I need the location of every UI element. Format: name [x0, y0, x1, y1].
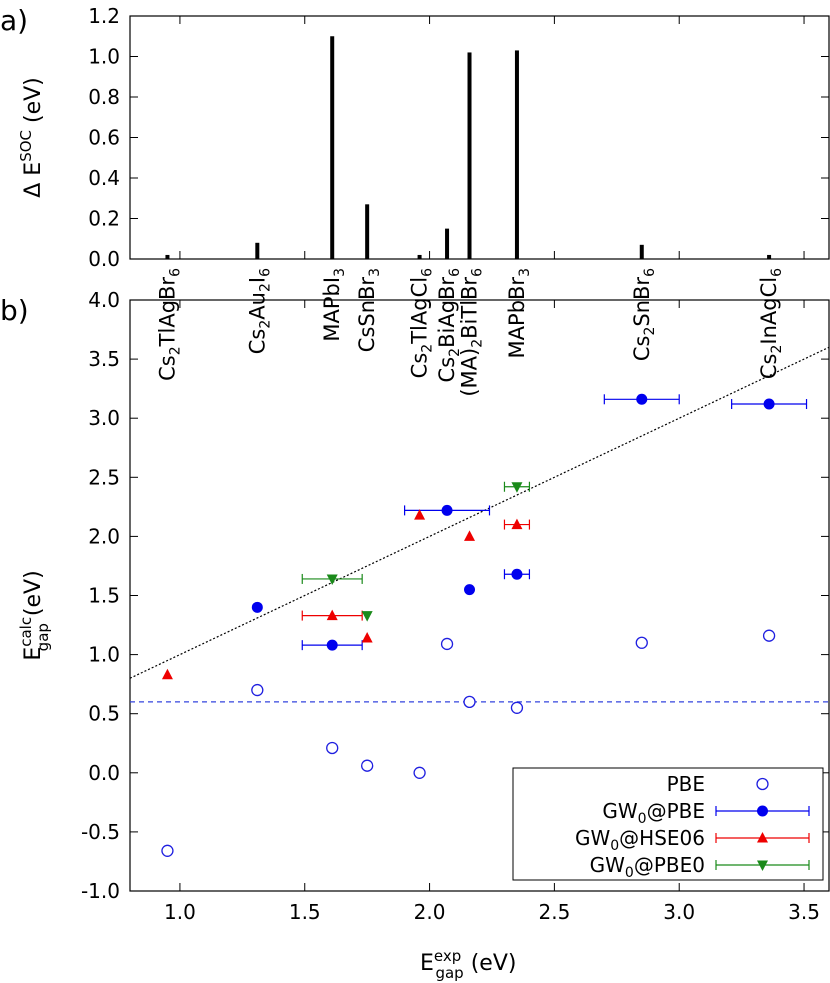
- data-point-3-1: [361, 611, 373, 622]
- panel-b-xlabel: Eexp gap (eV): [420, 947, 516, 982]
- data-point-1-2: [441, 504, 453, 516]
- legend-label-0: PBE: [667, 772, 705, 796]
- panel-b-ytick-label: 2.0: [88, 524, 120, 548]
- legend-box: [512, 767, 824, 881]
- panel-b-label: b): [0, 294, 29, 327]
- panel-b-xtick-label: 2.0: [414, 900, 446, 924]
- panel-a-label: a): [0, 4, 28, 37]
- panel-b-xtick-label: 3.5: [788, 900, 820, 924]
- soc-bar-0: [165, 254, 170, 259]
- panel-a-ylabel: Δ ESOC (eV): [17, 77, 46, 198]
- data-point-0-1: [251, 683, 264, 697]
- data-point-0-2: [326, 741, 339, 755]
- data-point-1-5: [636, 393, 648, 405]
- panel-b-ytick-label: 1.5: [88, 584, 120, 608]
- data-point-3-0: [326, 574, 338, 585]
- legend-marker-0: [756, 777, 769, 791]
- data-point-1-4: [511, 568, 523, 580]
- material-label-1: Cs2Au2I6: [245, 268, 273, 354]
- panel-a-ytick-label: 0.2: [88, 207, 120, 231]
- material-label-8: Cs2SnBr6: [630, 268, 658, 361]
- panel-b-ytick-label: -1.0: [81, 879, 120, 903]
- panel-a-soc-chart: 0.0 0.2 0.4 0.6 0.8 1.0 1.2 a) Δ ESOC (eV): [0, 4, 830, 271]
- legend-marker-2: [757, 832, 768, 843]
- data-point-0-9: [762, 629, 776, 642]
- legend-marker-1: [757, 805, 768, 817]
- panel-a-ytick-label: 0.4: [88, 166, 120, 190]
- panel-a-ytick-label: 0.0: [88, 247, 120, 271]
- data-point-2-3: [414, 509, 426, 520]
- material-label-0: Cs2TlAgBr6: [155, 268, 183, 381]
- soc-bar-7: [514, 50, 519, 259]
- data-point-2-4: [464, 530, 476, 541]
- panel-b-ytick-label: 3.0: [88, 406, 120, 430]
- data-point-1-0: [251, 601, 263, 613]
- soc-bar-3: [365, 204, 370, 259]
- material-label-3: CsSnBr3: [355, 268, 383, 352]
- panel-b-ylabel: Ecalcgap (eV): [17, 570, 52, 660]
- reference-line-dotted: [130, 346, 829, 679]
- panel-b-xtick-label: 3.0: [663, 900, 695, 924]
- panel-b-ytick-label: 3.5: [88, 347, 120, 371]
- soc-bar-1: [255, 242, 260, 259]
- panel-b-xtick-label: 1.0: [164, 900, 196, 924]
- data-point-0-6: [463, 695, 476, 709]
- legend-label-3: GW0@PBE0: [590, 853, 705, 881]
- data-point-0-3: [361, 759, 374, 772]
- panel-b-ytick-label: 0.0: [88, 761, 120, 785]
- data-point-0-5: [440, 637, 454, 651]
- legend-marker-3: [757, 860, 768, 871]
- material-label-2: MAPbI3: [320, 268, 348, 342]
- soc-bar-8: [639, 244, 644, 259]
- data-point-2-5: [511, 518, 523, 530]
- series-3: [301, 481, 531, 622]
- series-1: [251, 393, 808, 651]
- soc-bar-4: [417, 254, 422, 259]
- material-label-9: Cs2InAgCl6: [757, 268, 785, 379]
- material-label-5: Cs2BiAgBr6: [435, 268, 463, 383]
- soc-bar-2: [330, 36, 335, 259]
- material-label-4: Cs2TlAgCl6: [408, 268, 436, 378]
- panel-b-ytick-label: 0.5: [88, 702, 120, 726]
- panel-b-xtick-label: 2.5: [538, 900, 570, 924]
- data-point-3-2: [511, 482, 523, 493]
- legend-label-1: GW0@PBE: [602, 799, 705, 827]
- series-0: [161, 629, 776, 857]
- series-2: [161, 509, 531, 680]
- panel-a-ytick-label: 0.8: [88, 85, 120, 109]
- data-point-2-2: [361, 632, 373, 643]
- panel-b-xtick-label: 1.5: [289, 900, 321, 924]
- panel-a-ytick-label: 0.6: [88, 126, 120, 150]
- legend-label-2: GW0@HSE06: [575, 826, 705, 854]
- panel-b-ytick-label: 2.5: [88, 465, 120, 489]
- data-point-0-4: [413, 766, 426, 779]
- data-point-1-6: [763, 398, 775, 410]
- data-point-0-7: [510, 701, 524, 714]
- data-point-2-0: [161, 668, 173, 680]
- panel-a-ytick-label: 1.0: [88, 45, 120, 69]
- data-point-1-1: [326, 639, 338, 651]
- soc-bar-9: [767, 254, 772, 259]
- material-label-6: (MA)2BiTlBr6: [458, 268, 486, 397]
- panel-a-ytick-label: 1.2: [88, 4, 120, 28]
- panel-a-frame: [129, 15, 830, 260]
- soc-bar-5: [445, 228, 450, 259]
- panel-b-ytick-label: 1.0: [88, 643, 120, 667]
- data-point-0-0: [161, 844, 174, 857]
- panel-b-bandgap-chart: -1.0 -0.5 0.0 0.5 1.0 1.5 2.0 2.5 3.0 3.5 4.0 1.0 1.…: [0, 288, 830, 982]
- panel-b-ytick-label: 4.0: [88, 288, 120, 312]
- data-point-1-3: [464, 584, 476, 596]
- material-label-7: MAPbBr3: [505, 268, 533, 358]
- panel-b-ytick-label: -0.5: [81, 820, 120, 844]
- data-point-0-8: [635, 636, 648, 649]
- soc-bar-6: [467, 52, 472, 260]
- data-point-2-1: [326, 609, 338, 621]
